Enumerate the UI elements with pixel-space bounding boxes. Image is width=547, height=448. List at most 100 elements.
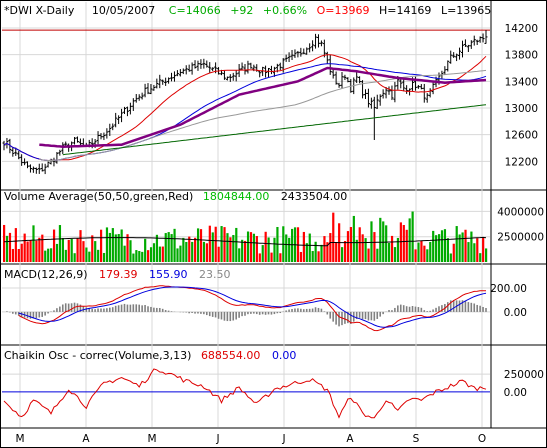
volume-bar bbox=[76, 238, 79, 262]
price-tick-label: 13400 bbox=[505, 76, 538, 88]
volume-bar bbox=[473, 243, 476, 262]
volume-bar bbox=[64, 249, 67, 262]
volume-bar bbox=[249, 232, 253, 262]
volume-bar bbox=[449, 253, 452, 262]
volume-bar bbox=[332, 212, 335, 262]
volume-bar bbox=[264, 231, 267, 262]
volume-bar bbox=[5, 235, 9, 262]
volume-bar bbox=[88, 251, 91, 262]
volume-bar bbox=[343, 241, 347, 262]
volume-bar bbox=[123, 245, 126, 262]
volume-bar bbox=[41, 234, 44, 262]
volume-bar bbox=[196, 228, 200, 262]
volume-bar bbox=[440, 230, 444, 262]
volume-bar bbox=[105, 227, 109, 262]
volume-bar bbox=[411, 211, 414, 262]
month-tick-label: S bbox=[413, 433, 420, 445]
volume-bar bbox=[94, 241, 97, 262]
macd-tick-label: 0.00 bbox=[504, 307, 527, 319]
month-tick-label: M bbox=[147, 433, 156, 445]
volume-bar bbox=[182, 237, 185, 262]
volume-bar bbox=[429, 241, 432, 262]
volume-bar bbox=[305, 243, 308, 262]
ma-line-ma100 bbox=[39, 69, 487, 162]
volume-value: 1804844.00 bbox=[203, 190, 269, 203]
volume-bar bbox=[320, 244, 323, 262]
volume-bar bbox=[99, 229, 103, 262]
volume-bar bbox=[393, 247, 397, 262]
volume-bar bbox=[35, 240, 38, 262]
month-tick-label: O bbox=[478, 433, 486, 445]
volume-bar bbox=[435, 235, 438, 262]
volume-bar bbox=[446, 238, 449, 262]
volume-tick-label: 4000000 bbox=[497, 206, 544, 218]
volume-bar bbox=[155, 234, 159, 262]
volume-bar bbox=[199, 229, 203, 262]
volume-bar bbox=[361, 234, 364, 262]
macd-panel bbox=[6, 285, 487, 332]
price-tick-label: 13000 bbox=[505, 103, 538, 115]
volume-bar bbox=[29, 240, 32, 262]
svg-text:Volume Average(50,50,green,Red: Volume Average(50,50,green,Red) 1804844.… bbox=[4, 190, 347, 203]
volume-bar bbox=[252, 233, 256, 262]
volume-bar bbox=[185, 241, 188, 262]
volume-bar bbox=[117, 234, 120, 262]
volume-bar bbox=[479, 253, 482, 262]
volume-bar bbox=[223, 227, 226, 262]
volume-bar bbox=[323, 236, 326, 262]
volume-bar bbox=[246, 231, 250, 262]
volume-bar bbox=[220, 226, 223, 262]
volume-bar bbox=[138, 251, 141, 262]
volume-bar bbox=[255, 236, 258, 262]
macd-signal-line bbox=[18, 286, 487, 328]
volume-bar bbox=[390, 235, 394, 262]
volume-bar bbox=[370, 221, 373, 262]
volume-bar bbox=[47, 248, 50, 262]
volume-bar bbox=[317, 251, 320, 262]
volume-bar bbox=[208, 225, 211, 262]
volume-bar bbox=[464, 229, 467, 262]
volume-bar bbox=[420, 240, 423, 262]
macd-line bbox=[18, 285, 487, 332]
volume-bar bbox=[158, 246, 161, 262]
month-tick-label: J bbox=[281, 433, 285, 445]
volume-bar bbox=[226, 233, 229, 262]
volume-bar bbox=[244, 240, 247, 262]
volume-bar bbox=[129, 240, 132, 262]
volume-bar bbox=[423, 245, 426, 262]
macd-title: MACD(12,26,9) bbox=[4, 268, 88, 281]
volume-bar bbox=[205, 243, 208, 262]
volume-bar bbox=[385, 225, 388, 262]
chaikin-tick-label: 0.00 bbox=[504, 387, 527, 399]
volume-bar bbox=[135, 250, 138, 262]
volume-bar bbox=[147, 250, 150, 262]
volume-bar bbox=[188, 236, 191, 262]
volume-bar bbox=[79, 230, 82, 262]
chaikin-zero-value: 0.00 bbox=[272, 349, 297, 362]
volume-bar bbox=[349, 227, 353, 262]
volume-bar bbox=[211, 232, 214, 262]
ma-line-purple bbox=[39, 66, 487, 148]
chaikin-title: Chaikin Osc - correc(Volume,3,13) bbox=[4, 349, 191, 362]
volume-bar bbox=[141, 251, 144, 262]
change-pct-label: +0.66% bbox=[263, 4, 307, 17]
volume-bar bbox=[97, 249, 100, 262]
volume-bar bbox=[405, 229, 408, 262]
volume-bar bbox=[17, 248, 20, 262]
volume-bar bbox=[132, 253, 135, 262]
volume-bar bbox=[176, 248, 179, 262]
volume-bar bbox=[358, 227, 361, 262]
volume-bar bbox=[91, 235, 94, 262]
svg-text:MACD(12,26,9) 179.39 1: MACD(12,26,9) 179.39 155.90 23.50 bbox=[4, 268, 231, 281]
volume-bar bbox=[485, 248, 488, 262]
chaikin-panel bbox=[2, 368, 490, 419]
volume-bar bbox=[149, 247, 153, 262]
volume-bar bbox=[152, 243, 156, 262]
volume-bar bbox=[258, 253, 261, 262]
macd-value: 179.39 bbox=[99, 268, 138, 281]
month-tick-label: J bbox=[215, 433, 219, 445]
svg-text:*DWI X-Daily 10/05/2007: *DWI X-Daily 10/05/2007 C=14066 +92 +0.6… bbox=[4, 4, 491, 17]
chaikin-line bbox=[3, 368, 487, 419]
volume-bar bbox=[443, 229, 447, 262]
